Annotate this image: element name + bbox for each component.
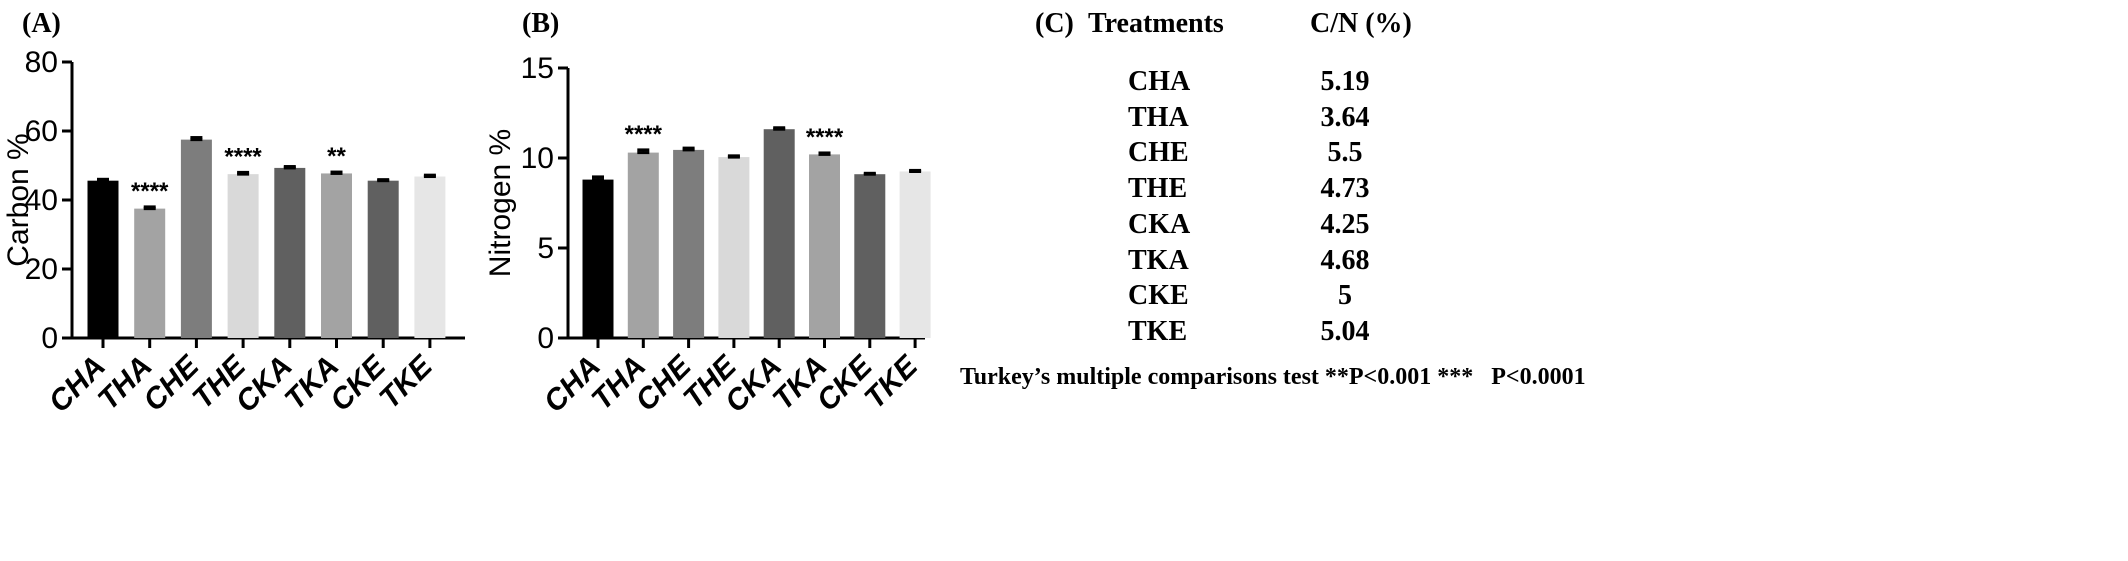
bar-the xyxy=(227,174,259,338)
y-tick-label: 15 xyxy=(521,52,554,85)
bar-tka xyxy=(809,154,840,338)
table-cell-treatment: THE xyxy=(1128,173,1188,205)
bar-che xyxy=(180,139,212,338)
bar-che xyxy=(673,149,705,338)
y-tick-label: 0 xyxy=(537,322,554,355)
y-tick-label: 20 xyxy=(25,253,58,286)
bar-cha xyxy=(582,179,614,338)
table-cell-treatment: THA xyxy=(1128,101,1189,133)
table-cell-treatment: CHA xyxy=(1128,66,1191,97)
x-tick-label: TKE xyxy=(858,349,924,415)
significance-label: **** xyxy=(806,124,844,151)
x-tick-label: TKE xyxy=(373,349,439,415)
y-axis-title: Carbon % xyxy=(2,133,35,266)
bar-tha xyxy=(134,208,166,338)
y-tick-label: 10 xyxy=(521,142,554,175)
table-cell-cn: 4.73 xyxy=(1320,173,1370,205)
table-cell-cn: 4.68 xyxy=(1320,244,1370,276)
table-cell-cn: 5 xyxy=(1338,280,1352,312)
table-cell-treatment: CKA xyxy=(1128,208,1191,240)
bar-tke xyxy=(414,176,446,338)
table-cell-cn: 4.25 xyxy=(1320,208,1370,240)
bar-cke xyxy=(854,174,886,338)
table-cell-treatment: CHE xyxy=(1128,137,1189,169)
table-header-cn: C/N (%) xyxy=(1310,8,1412,39)
table-cell-treatment: TKE xyxy=(1128,315,1188,347)
y-tick-label: 60 xyxy=(25,115,58,148)
panel-c-label: (C) xyxy=(1035,8,1074,39)
bar-tke xyxy=(899,171,931,338)
y-tick-label: 0 xyxy=(41,322,58,355)
bar-cka xyxy=(763,129,795,338)
significance-label: **** xyxy=(224,143,262,170)
bar-tha xyxy=(627,152,659,338)
table-cell-treatment: TKA xyxy=(1128,244,1189,276)
y-tick-label: 5 xyxy=(537,232,554,265)
significance-label: **** xyxy=(625,121,663,148)
table-cell-cn: 5.04 xyxy=(1320,315,1370,347)
bar-cha xyxy=(87,180,119,338)
table-header-treatments: Treatments xyxy=(1088,8,1224,39)
table-cell-treatment: CKE xyxy=(1128,280,1189,312)
bar-the xyxy=(718,157,750,338)
y-axis-title: Nitrogen % xyxy=(484,129,517,277)
footnote: Turkey’s multiple comparisons test **P<0… xyxy=(960,364,1586,390)
table-cell-cn: 5.5 xyxy=(1327,137,1363,169)
panel-a-label: (A) xyxy=(22,8,61,39)
bar-cke xyxy=(367,180,399,338)
significance-label: ** xyxy=(327,143,346,170)
table-cell-cn: 3.64 xyxy=(1320,101,1370,133)
bar-cka xyxy=(274,167,306,338)
panel-b-label: (B) xyxy=(522,8,560,39)
bar-tka xyxy=(321,173,352,338)
y-tick-label: 80 xyxy=(25,46,58,79)
table-cell-cn: 5.19 xyxy=(1320,66,1370,97)
significance-label: **** xyxy=(131,178,169,205)
y-tick-label: 40 xyxy=(25,184,58,217)
